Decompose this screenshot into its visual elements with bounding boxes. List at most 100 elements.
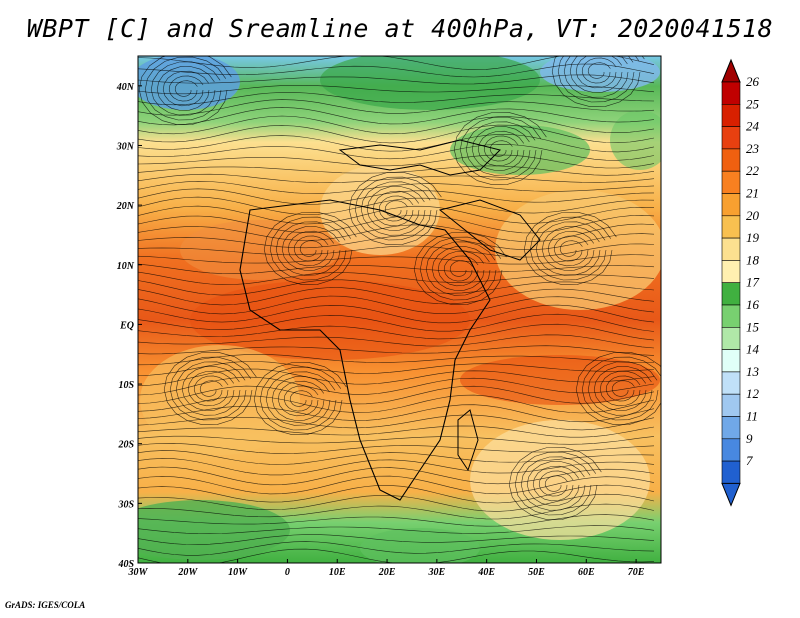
streamline	[138, 99, 655, 116]
streamline	[431, 246, 490, 291]
streamline	[169, 356, 252, 421]
streamline	[508, 447, 602, 521]
streamline	[269, 216, 352, 281]
colorbar-segment	[721, 416, 741, 440]
streamline	[443, 255, 479, 282]
streamline	[575, 352, 661, 426]
colorbar-bottom-arrow	[721, 482, 741, 507]
streamlines	[138, 56, 661, 563]
streamline	[162, 70, 210, 107]
streamline	[138, 404, 655, 423]
streamline	[459, 116, 542, 181]
streamline	[138, 134, 655, 153]
colorbar-segment	[721, 193, 741, 217]
streamline	[138, 385, 655, 405]
lon-tick-label: 30E	[428, 567, 446, 578]
streamline	[138, 361, 655, 376]
streamline	[138, 279, 655, 296]
streamline	[547, 230, 595, 267]
streamline	[144, 56, 227, 121]
streamline	[138, 435, 655, 445]
streamline	[138, 493, 655, 512]
streamline	[483, 135, 519, 162]
colorbar-segment	[721, 215, 741, 239]
lat-tick-label: 30N	[116, 141, 135, 152]
streamline	[348, 172, 442, 246]
streamline	[419, 236, 502, 301]
lon-tick-label: 0	[285, 567, 290, 578]
streamline	[138, 541, 655, 556]
colorbar-segment	[721, 349, 741, 373]
colorbar-segment	[721, 438, 741, 462]
streamline	[156, 66, 215, 111]
colorbar-top-arrow	[721, 58, 741, 83]
credit-text: GrADS: IGES/COLA	[5, 600, 86, 610]
colorbar-segment	[721, 170, 741, 194]
streamline	[544, 475, 568, 492]
lon-tick-label: 20W	[177, 567, 198, 578]
colorbar-label: 20	[746, 208, 760, 223]
streamline	[526, 461, 585, 506]
streamline	[138, 263, 655, 275]
lat-tick-label: 40N	[116, 82, 135, 93]
colorbar-label: 26	[746, 74, 760, 89]
streamline	[283, 385, 319, 412]
colorbar-label: 19	[746, 230, 760, 245]
lat-tick-label: 10S	[118, 380, 134, 391]
streamline	[437, 250, 485, 287]
streamline	[523, 212, 617, 286]
streamline	[181, 366, 240, 411]
streamline	[253, 362, 347, 436]
streamline	[138, 154, 655, 169]
colorbar-segment	[721, 371, 741, 395]
colorbar-label: 9	[746, 431, 753, 446]
lat-tick-label: 20S	[117, 440, 134, 451]
streamline	[138, 271, 655, 285]
streamline	[138, 525, 655, 535]
streamline	[535, 221, 606, 276]
wbpt-field	[138, 56, 661, 563]
colorbar-label: 18	[746, 252, 760, 267]
streamline	[557, 56, 640, 103]
plot-frame	[137, 55, 662, 564]
colorbar: 26 25 24 23 22 21 20 19 18 17 16 15 14 13 12 11 9 7	[721, 58, 760, 507]
streamline	[138, 345, 655, 356]
lat-tick-label: 30S	[117, 499, 134, 510]
streamline	[187, 370, 235, 407]
streamline	[477, 130, 525, 167]
streamline	[263, 212, 357, 286]
lat-tick-label: 10N	[117, 261, 135, 272]
streamline	[559, 240, 583, 257]
streamline	[553, 235, 589, 262]
streamline	[378, 195, 414, 222]
colorbar-segment	[721, 282, 741, 306]
streamline	[138, 165, 655, 176]
streamline	[138, 74, 655, 85]
chart-title: WBPT [C] and Sreamline at 400hPa, VT: 20…	[26, 14, 774, 43]
streamline	[599, 370, 647, 407]
streamline	[587, 62, 611, 79]
streamline	[138, 354, 654, 366]
streamline	[299, 240, 323, 257]
colorbar-label: 17	[746, 275, 760, 290]
lat-tick-label: 20N	[116, 201, 135, 212]
streamline	[581, 356, 661, 421]
streamline	[287, 230, 335, 267]
lon-tick-label: 30W	[128, 567, 149, 578]
colorbar-segment	[721, 148, 741, 172]
streamline	[581, 57, 617, 84]
streamline	[138, 287, 655, 306]
streamline	[293, 235, 329, 262]
colorbar-segment	[721, 260, 741, 283]
lat-tick-label: EQ	[119, 320, 134, 331]
streamline	[138, 214, 655, 234]
streamline	[138, 205, 655, 225]
lon-tick-label: 60E	[578, 567, 595, 578]
streamline	[138, 124, 655, 144]
streamline	[277, 380, 325, 417]
streamline	[569, 56, 628, 93]
colorbar-label: 12	[746, 386, 760, 401]
streamline	[199, 380, 223, 397]
streamline	[551, 56, 645, 108]
